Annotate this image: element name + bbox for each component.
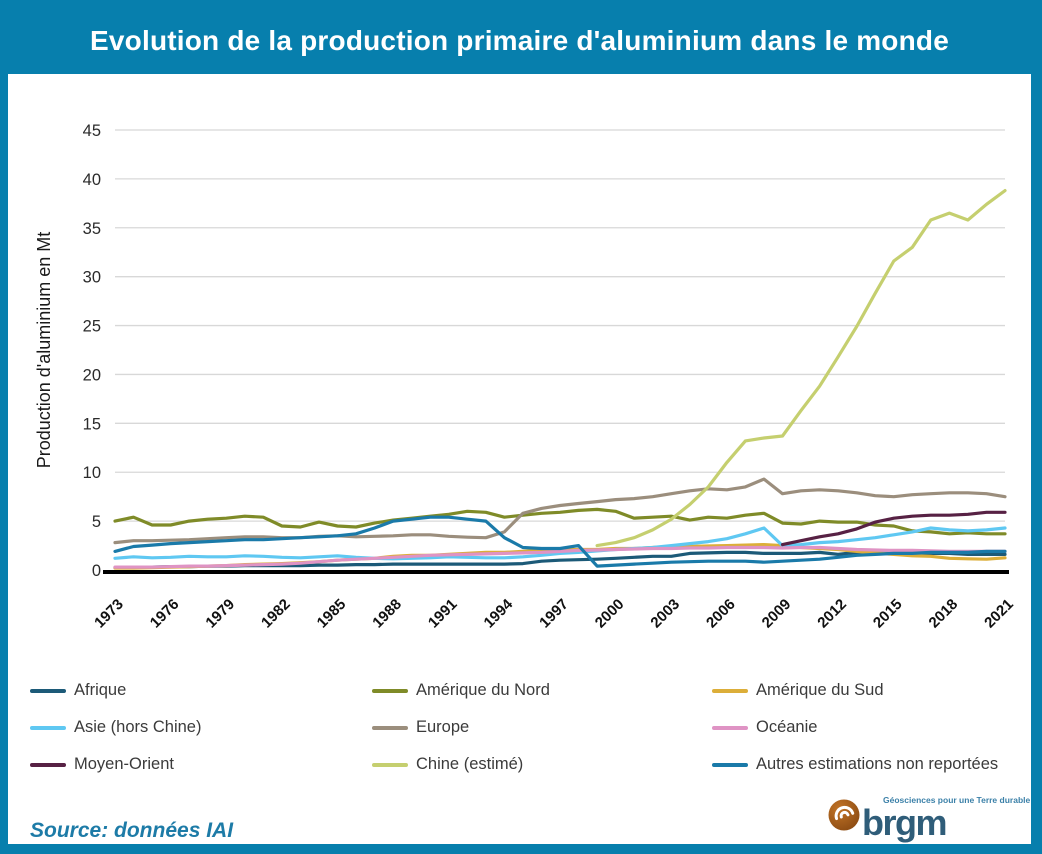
logo-brand-text: brgm [862, 802, 948, 843]
legend-label: Moyen-Orient [74, 755, 174, 773]
legend-label: Océanie [756, 718, 818, 736]
logo-tagline: Géosciences pour une Terre durable [883, 795, 1031, 805]
x-tick-label: 1976 [147, 596, 183, 632]
legend-swatch [30, 725, 66, 730]
x-tick-label: 2003 [647, 596, 683, 632]
x-tick-label: 1982 [258, 596, 294, 632]
x-tick-label: 2000 [592, 596, 628, 632]
chart-svg: 0 5 10 15 20 25 30 35 40 45 1973 1976 1979 1982 1985 19… [34, 122, 1017, 632]
x-tick-label: 1979 [202, 596, 238, 632]
footer-row: Source: données IAI Géosciences pour une… [8, 793, 1031, 844]
legend-item: Autres estimations non reportées [712, 746, 1023, 783]
legend-label: Europe [416, 718, 470, 736]
legend-item: Chine (estimé) [372, 746, 712, 783]
legend-item: Moyen-Orient [30, 746, 372, 783]
x-tick-label: 1985 [314, 596, 350, 632]
logo-ball-icon [828, 799, 860, 831]
y-tick-label: 20 [83, 366, 101, 384]
legend-swatch [30, 688, 66, 693]
y-tick-label: 45 [83, 122, 101, 140]
y-tick-label: 30 [83, 269, 101, 287]
legend-label: Amérique du Nord [416, 681, 550, 699]
legend-swatch [372, 762, 408, 767]
legend-swatch [712, 725, 748, 730]
x-tick-label: 1997 [536, 596, 572, 632]
x-tick-label: 2015 [870, 596, 906, 632]
legend-label: Afrique [74, 681, 127, 699]
legend-item: Asie (hors Chine) [30, 709, 372, 746]
y-tick-label: 25 [83, 318, 101, 336]
legend-swatch [30, 762, 66, 767]
brgm-logo: Géosciences pour une Terre durable brgm [806, 793, 1030, 844]
legend-item: Afrique [30, 672, 372, 709]
source-text: Source: données IAI [30, 819, 234, 842]
series-line [113, 477, 1007, 545]
title-banner: Evolution de la production primaire d'al… [8, 8, 1031, 74]
legend-item: Amérique du Sud [712, 672, 1023, 709]
x-tick-label: 2018 [926, 596, 962, 632]
legend-label: Amérique du Sud [756, 681, 884, 699]
legend-item: Amérique du Nord [372, 672, 712, 709]
legend-swatch [712, 688, 748, 693]
y-tick-label: 15 [83, 415, 101, 433]
x-tick-label: 2006 [703, 596, 739, 632]
series-line [113, 526, 1007, 561]
legend-swatch [372, 688, 408, 693]
legend-label: Chine (estimé) [416, 755, 524, 773]
legend: Afrique Amérique du Nord Amérique du Sud As… [30, 672, 1023, 783]
y-tick-label: 35 [83, 220, 101, 238]
y-tick-label: 40 [83, 171, 101, 189]
x-tick-label: 2009 [759, 596, 795, 632]
series-line [113, 545, 1007, 569]
series-line [780, 510, 1007, 547]
legend-swatch [712, 762, 748, 767]
y-tick-label: 5 [92, 513, 101, 531]
x-tick-label: 1973 [91, 596, 127, 632]
legend-swatch [372, 725, 408, 730]
series-line [595, 188, 1007, 548]
y-axis-title: Production d'aluminium en Mt [34, 232, 54, 469]
legend-label: Autres estimations non reportées [756, 755, 999, 773]
x-tick-label: 1991 [425, 596, 461, 632]
series-line [113, 507, 1007, 536]
legend-label: Asie (hors Chine) [74, 718, 202, 736]
y-tick-label: 0 [92, 562, 101, 580]
legend-item: Europe [372, 709, 712, 746]
x-tick-label: 2012 [814, 596, 850, 632]
page-title: Evolution de la production primaire d'al… [90, 25, 949, 56]
series-line [113, 515, 1007, 568]
y-tick-label: 10 [83, 464, 101, 482]
x-tick-label: 1988 [369, 596, 405, 632]
x-tick-label: 2021 [981, 596, 1017, 632]
x-tick-label: 1994 [481, 595, 517, 631]
legend-item: Océanie [712, 709, 1023, 746]
